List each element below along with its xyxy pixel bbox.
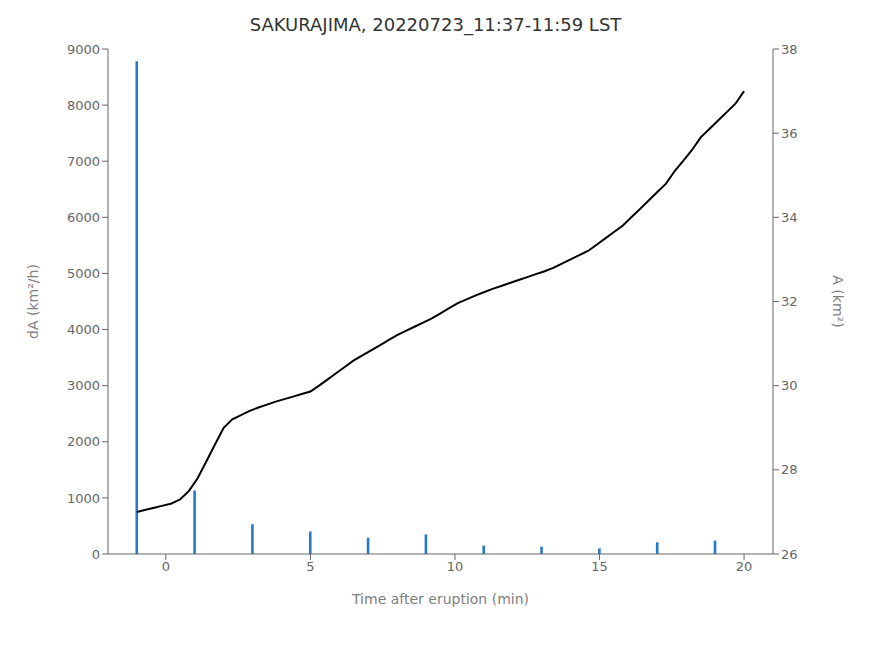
svg-text:30: 30 (781, 378, 798, 393)
svg-text:0: 0 (92, 547, 100, 562)
svg-text:3000: 3000 (67, 378, 100, 393)
svg-text:10: 10 (447, 559, 464, 574)
svg-text:1000: 1000 (67, 491, 100, 506)
svg-text:4000: 4000 (67, 322, 100, 337)
svg-text:8000: 8000 (67, 98, 100, 113)
svg-text:dA (km²/h): dA (km²/h) (25, 264, 41, 339)
svg-text:15: 15 (591, 559, 608, 574)
svg-text:A (km²): A (km²) (830, 275, 846, 327)
svg-text:28: 28 (781, 462, 798, 477)
svg-text:7000: 7000 (67, 154, 100, 169)
svg-text:Time after eruption (min): Time after eruption (min) (351, 591, 529, 607)
svg-text:38: 38 (781, 42, 798, 57)
svg-text:32: 32 (781, 294, 798, 309)
svg-text:9000: 9000 (67, 42, 100, 57)
svg-text:20: 20 (736, 559, 753, 574)
svg-text:5000: 5000 (67, 266, 100, 281)
html-text:SAKURAJIMA, 20220723_11:37-11:: SAKURAJIMA, 20220723_11:37-11:59 LST (249, 14, 622, 35)
svg-text:36: 36 (781, 126, 798, 141)
svg-text:26: 26 (781, 547, 798, 562)
svg-text:34: 34 (781, 210, 798, 225)
svg-text:0: 0 (162, 559, 170, 574)
svg-text:2000: 2000 (67, 434, 100, 449)
svg-text:6000: 6000 (67, 210, 100, 225)
svg-text:5: 5 (306, 559, 314, 574)
